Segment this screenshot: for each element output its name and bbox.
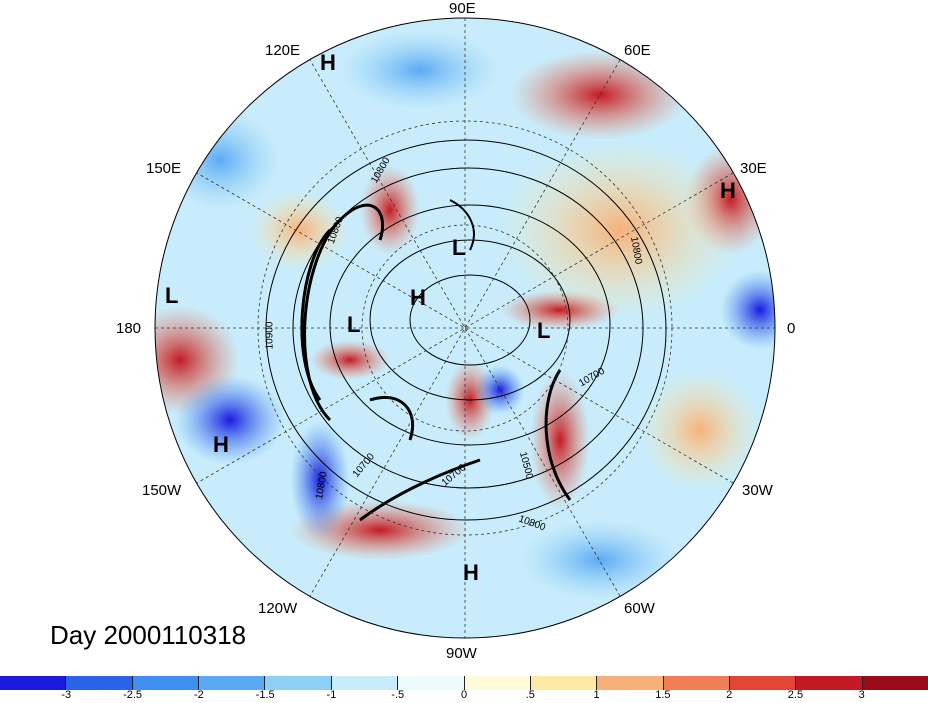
- lon-label-30w: 30W: [742, 482, 773, 499]
- colorbar-swatch: [264, 676, 331, 690]
- colorbar-tick-label: 1.5: [655, 689, 671, 701]
- pressure-center-label: H: [720, 178, 736, 203]
- colorbar-swatch: [198, 676, 265, 690]
- pressure-center-label: H: [213, 432, 229, 457]
- colorbar-tick-label: -1.5: [255, 689, 275, 701]
- lon-label-180: 180: [116, 320, 142, 337]
- lon-label-90e: 90E: [449, 0, 476, 17]
- colorbar-tick-label: 0: [460, 689, 468, 701]
- colorbar-swatch: [596, 676, 663, 690]
- colorbar-swatch: [861, 676, 928, 690]
- colorbar-tick-label: -.5: [391, 689, 405, 701]
- lon-label-30e: 30E: [740, 160, 767, 177]
- lon-label-150e: 150E: [146, 160, 182, 177]
- day-label: Day 2000110318: [50, 620, 247, 650]
- colorbar-tick-label: -3: [61, 689, 72, 701]
- lon-label-0: 0: [787, 320, 796, 337]
- colorbar-swatch: [662, 676, 729, 690]
- pressure-center-label: H: [463, 560, 479, 585]
- colorbar-swatch: [330, 676, 398, 690]
- colorbar: [0, 676, 928, 690]
- pressure-center-label: L: [537, 318, 551, 343]
- lon-label-60e: 60E: [624, 42, 651, 59]
- lon-label-90w: 90W: [446, 645, 477, 662]
- lon-label-150w: 150W: [142, 482, 182, 499]
- colorbar-tick-label: -2: [193, 689, 204, 701]
- contour-label: 10900: [264, 321, 276, 350]
- polar-map: [154, 17, 776, 639]
- colorbar-swatch: [529, 676, 597, 690]
- pressure-center-label: L: [165, 283, 179, 308]
- lon-label-120e: 120E: [265, 42, 301, 59]
- graticule: [155, 18, 775, 638]
- colorbar-tick-label: 2.5: [787, 689, 804, 701]
- pressure-center-label: L: [452, 235, 466, 260]
- anomaly-field: [155, 18, 775, 638]
- colorbar-swatch: [0, 676, 66, 690]
- colorbar-tick-label: -1: [326, 689, 337, 701]
- colorbar-labels: -3 -2.5 -2 -1.5 -1 -.5 0 .5 1 1.5 2 2.5 3: [0, 689, 928, 703]
- lon-label-60w: 60W: [624, 600, 655, 617]
- pressure-center-label: H: [410, 285, 426, 310]
- colorbar-swatch: [795, 676, 862, 690]
- colorbar-tick-label: -2.5: [123, 689, 143, 701]
- colorbar-swatch: [397, 676, 464, 690]
- colorbar-swatch: [728, 676, 796, 690]
- colorbar-tick-label: .5: [525, 689, 535, 701]
- pressure-center-label: H: [320, 50, 336, 75]
- lon-label-120w: 120W: [258, 600, 298, 617]
- colorbar-tick-label: 1: [593, 689, 600, 701]
- colorbar-swatch: [131, 676, 199, 690]
- pressure-center-label: L: [347, 312, 361, 337]
- colorbar-swatch: [463, 676, 530, 690]
- colorbar-tick-label: 3: [858, 689, 865, 701]
- colorbar-tick-label: 2: [726, 689, 733, 701]
- colorbar-swatch: [65, 676, 132, 690]
